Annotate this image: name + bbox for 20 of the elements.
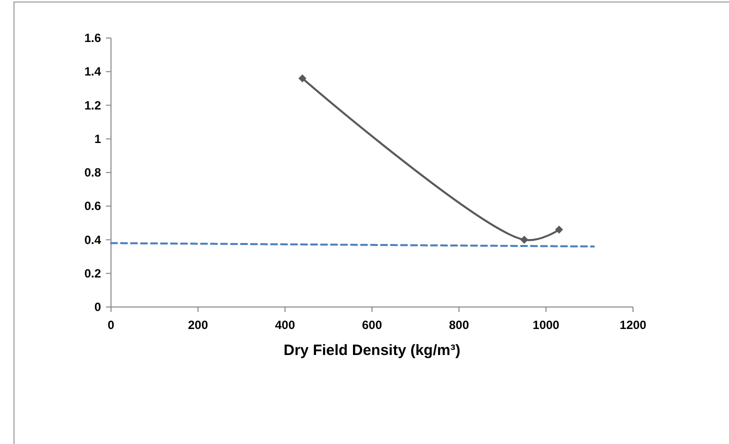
x-tick-label: 200 [188, 318, 208, 332]
y-tick-label: 1.4 [84, 64, 102, 79]
y-tick-label: 1.2 [84, 98, 102, 112]
point [555, 226, 564, 234]
x-tick-label: 600 [362, 318, 382, 332]
y-tick-label: 0.6 [84, 199, 102, 214]
x-tick-label: 800 [448, 318, 470, 332]
y-tick-label: 1 [94, 132, 102, 146]
y-tick-label: 0.2 [84, 266, 102, 280]
point [298, 74, 306, 82]
y-tick-label: 0.8 [84, 166, 102, 180]
x-tick-label: 1200 [620, 318, 647, 332]
point [520, 236, 528, 244]
x-tick-label: 1000 [532, 318, 560, 332]
y-tick-label: 1.6 [84, 31, 102, 45]
y-tick-label: 0 [94, 300, 102, 314]
y-tick-label: 0.4 [84, 232, 102, 247]
x-tick-label: 0 [108, 318, 115, 332]
x-axis-title: Dry Field Density (kg/m³) [284, 342, 460, 359]
x-tick-label: 400 [274, 318, 296, 332]
